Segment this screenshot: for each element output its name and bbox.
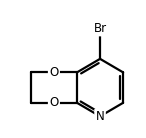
Text: Br: Br: [93, 22, 107, 35]
Text: O: O: [49, 66, 59, 79]
Text: O: O: [49, 96, 59, 109]
Text: Br: Br: [93, 22, 107, 35]
Text: N: N: [96, 110, 104, 123]
Text: N: N: [96, 110, 104, 123]
Text: O: O: [49, 96, 59, 109]
Text: O: O: [49, 66, 59, 79]
